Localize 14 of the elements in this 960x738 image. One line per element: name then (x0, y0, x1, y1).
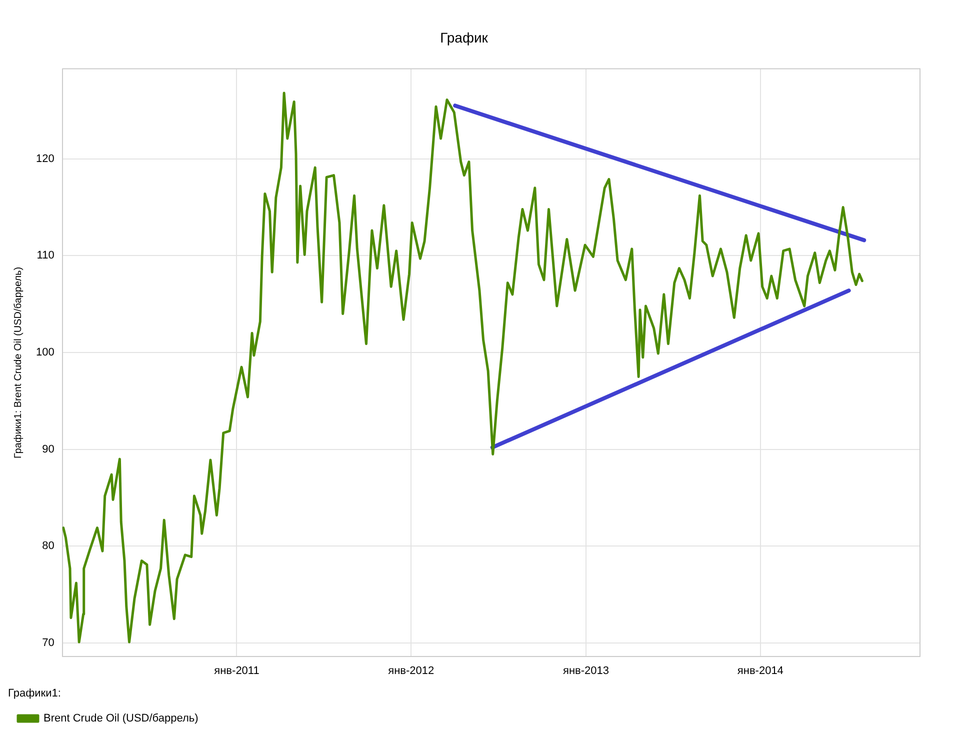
y-tick-label: 70 (42, 637, 54, 650)
x-tick-label: янв-2013 (563, 665, 610, 678)
legend-label: Brent Crude Oil (USD/баррель) (44, 712, 198, 725)
legend-title: Графики1: (8, 687, 61, 700)
y-tick-label: 120 (36, 152, 54, 165)
y-axis-title: Графики1: Brent Crude Oil (USD/баррель) (12, 266, 24, 458)
x-tick-label: янв-2012 (388, 665, 434, 678)
y-tick-label: 90 (42, 443, 54, 456)
x-tick-label: янв-2014 (737, 665, 784, 678)
x-tick-label: янв-2011 (214, 665, 260, 678)
y-tick-label: 80 (42, 540, 54, 552)
y-tick-label: 110 (36, 250, 54, 262)
y-tick-label: 100 (36, 346, 54, 359)
chart-title: График (440, 29, 489, 46)
